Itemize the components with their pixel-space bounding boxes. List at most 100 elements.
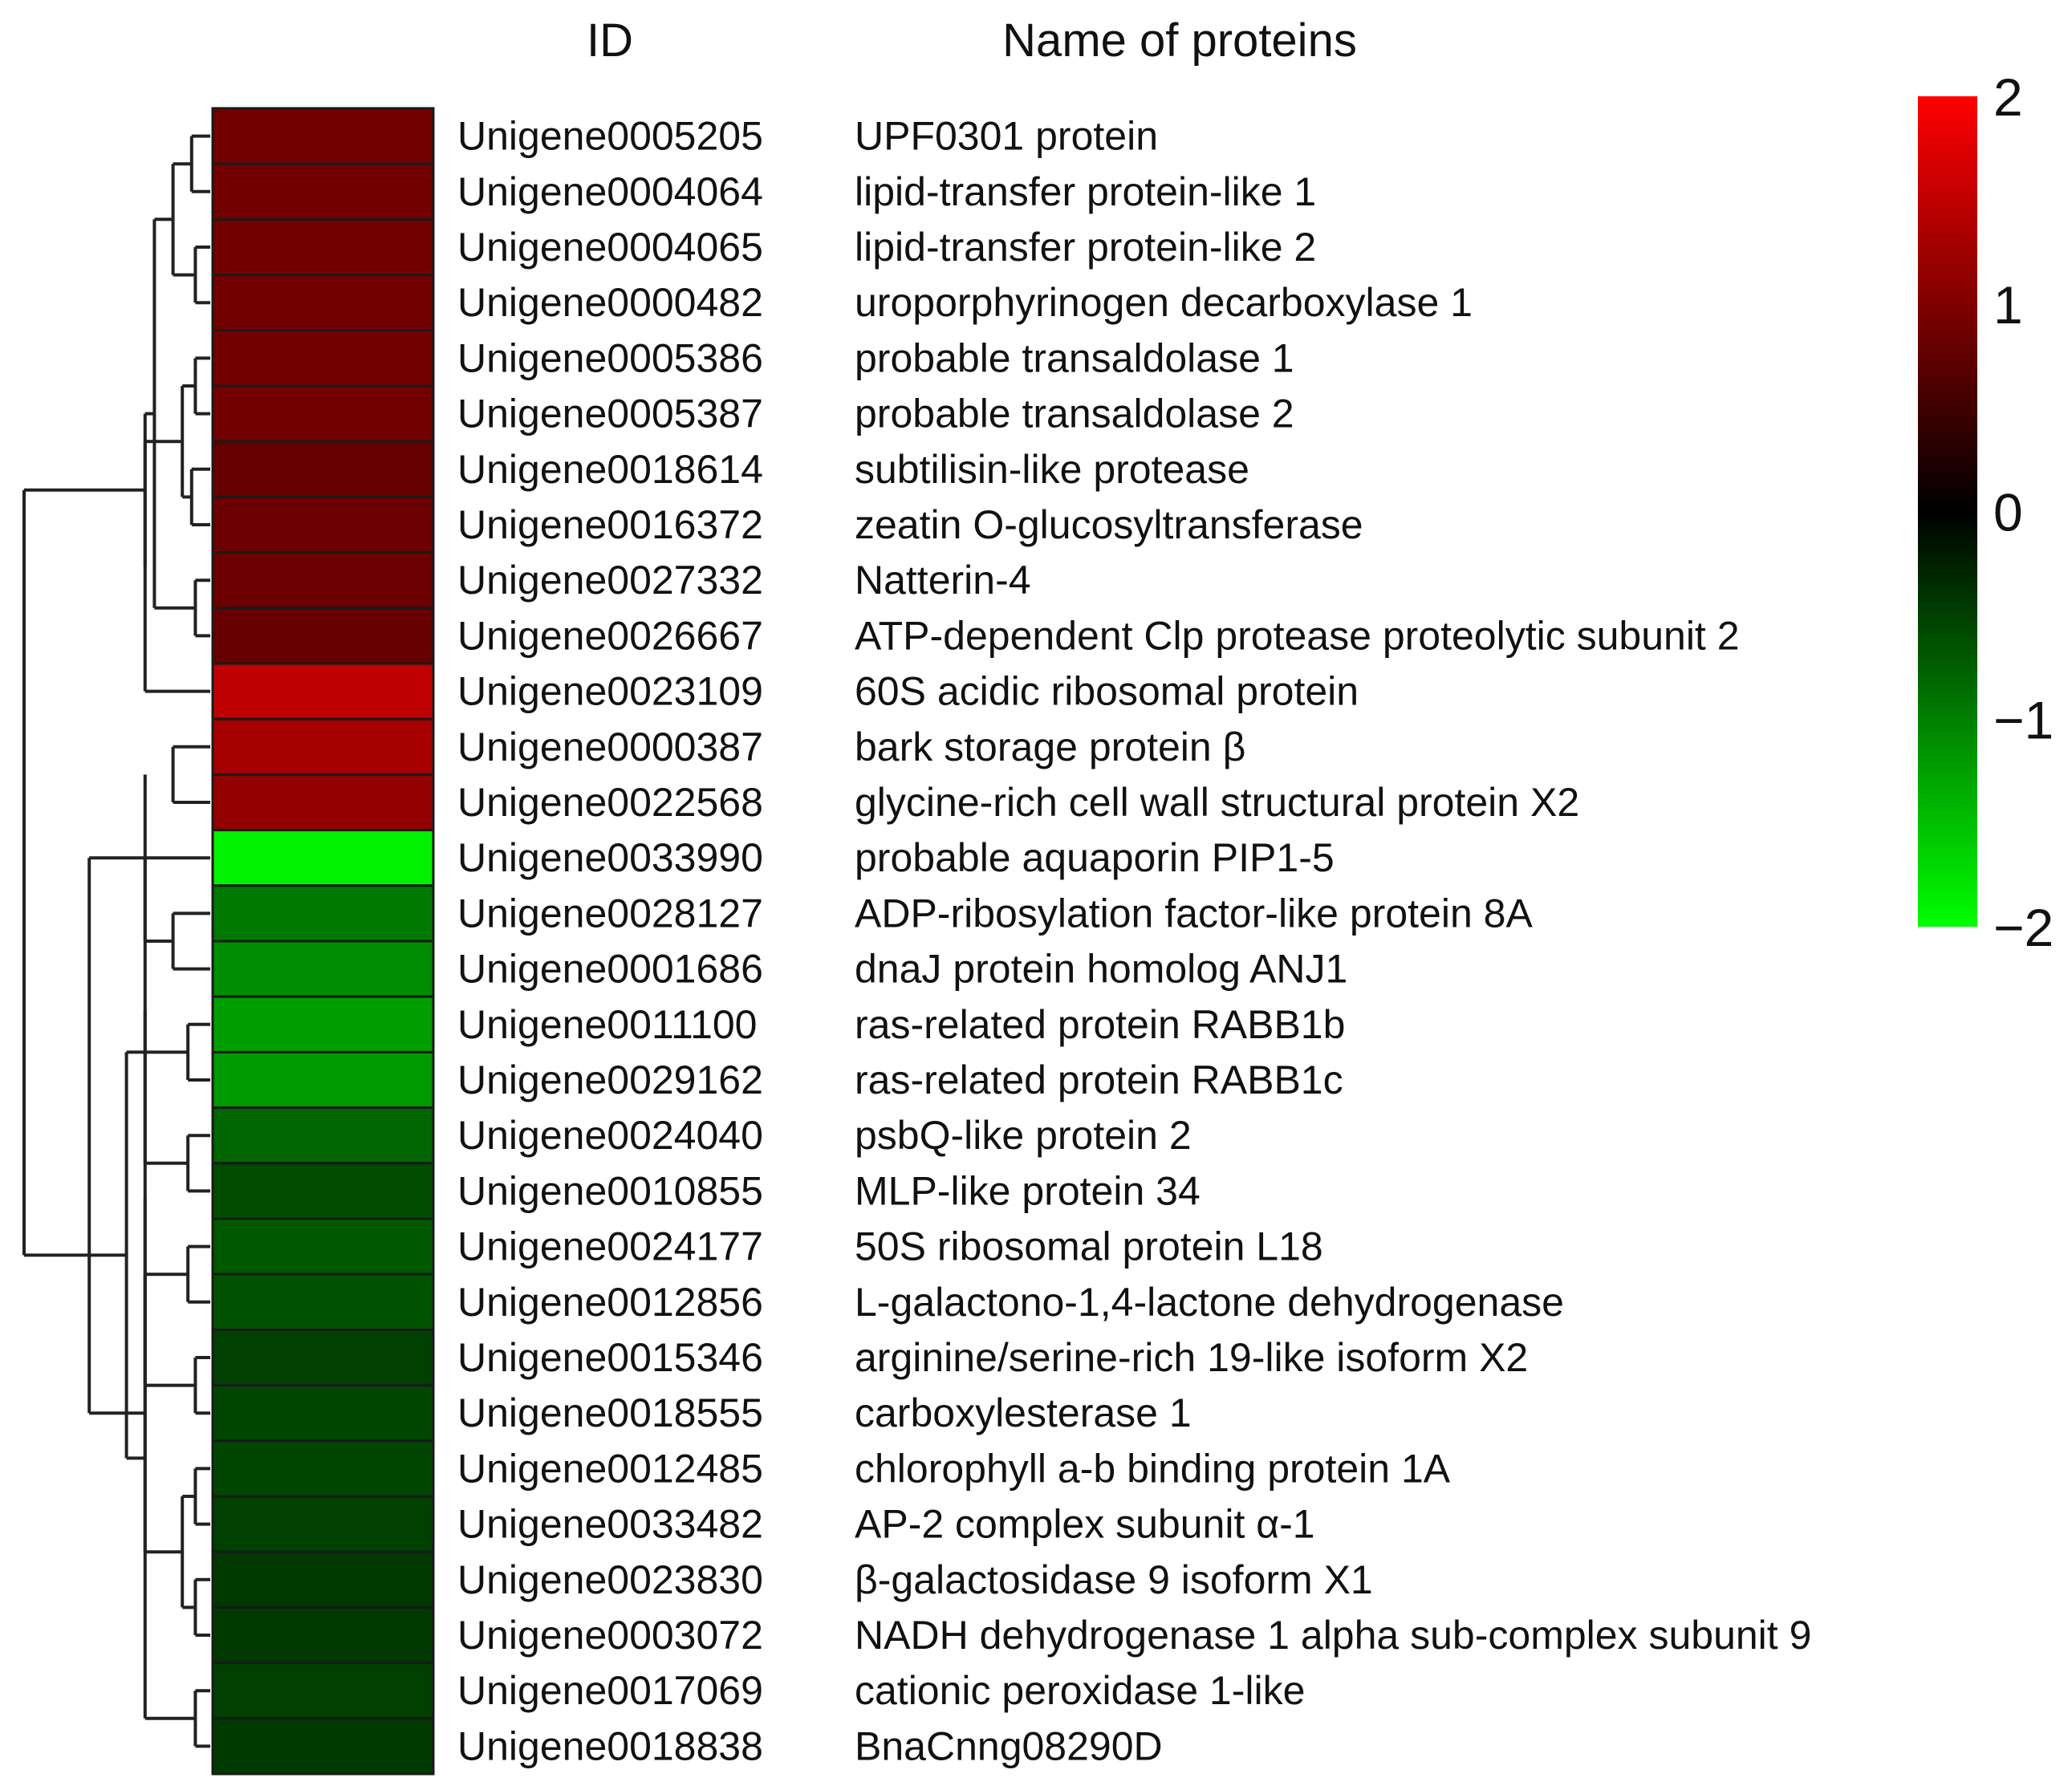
row-id-label: Unigene0033990 — [457, 835, 763, 880]
row-protein-label: ras-related protein RABB1b — [855, 1002, 1345, 1047]
heatmap-cell — [211, 1106, 435, 1165]
heatmap-cell — [211, 440, 435, 498]
heatmap-cell — [211, 1662, 435, 1720]
row-protein-label: carboxylesterase 1 — [855, 1390, 1192, 1435]
heatmap-cell — [211, 717, 435, 776]
color-scale-ticks: 2 1 0 −1 −2 — [1993, 67, 2054, 957]
row-protein-label: probable transaldolase 1 — [855, 335, 1294, 380]
heatmap-cell — [211, 495, 435, 554]
row-protein-label: probable aquaporin PIP1-5 — [855, 835, 1335, 880]
row-protein-label: 50S ribosomal protein L18 — [855, 1224, 1323, 1269]
heatmap-cell — [211, 607, 435, 665]
row-protein-label: probable transaldolase 2 — [855, 392, 1294, 436]
color-scale-tick-label: −1 — [1993, 690, 2054, 749]
row-id-label: Unigene0016372 — [457, 502, 763, 547]
heatmap-cell — [211, 1605, 435, 1665]
heatmap-cell — [211, 995, 435, 1053]
name-column-header: Name of proteins — [1002, 14, 1357, 67]
row-id-label: Unigene0022568 — [457, 780, 763, 825]
row-protein-label: 60S acidic ribosomal protein — [855, 669, 1359, 714]
row-protein-label: uroporphyrinogen decarboxylase 1 — [855, 280, 1473, 325]
row-id-label: Unigene0004065 — [457, 225, 763, 270]
row-id-label: Unigene0023109 — [457, 669, 763, 714]
row-id-label: Unigene0029162 — [457, 1057, 763, 1102]
heatmap-cell — [211, 384, 435, 443]
row-id-label: Unigene0005386 — [457, 335, 763, 380]
row-protein-label: ras-related protein RABB1c — [855, 1057, 1343, 1102]
row-id-label: Unigene0012485 — [457, 1446, 763, 1491]
row-id-label: Unigene0033482 — [457, 1502, 763, 1547]
row-protein-label: lipid-transfer protein-like 1 — [855, 169, 1316, 214]
color-scale-tick-label: −2 — [1993, 898, 2054, 957]
dendrogram — [22, 134, 210, 1748]
heatmap-cell — [211, 662, 435, 720]
heatmap-cell — [211, 1217, 435, 1276]
row-protein-label: AP-2 complex subunit α-1 — [855, 1502, 1315, 1547]
row-protein-label: UPF0301 protein — [855, 114, 1158, 159]
id-column-header: ID — [587, 14, 633, 67]
heatmap-cell — [211, 551, 435, 610]
heatmap-cell — [211, 829, 435, 887]
heatmap-cell — [211, 329, 435, 388]
heatmap-cell — [211, 107, 435, 165]
row-id-label: Unigene0001686 — [457, 947, 763, 992]
row-id-label: Unigene0000387 — [457, 725, 763, 769]
heatmap-cell — [211, 1717, 435, 1776]
row-id-label: Unigene0012856 — [457, 1280, 763, 1325]
row-id-label: Unigene0005387 — [457, 392, 763, 436]
row-id-label: Unigene0026667 — [457, 613, 763, 658]
heatmap-cell — [211, 162, 435, 221]
row-id-label: Unigene0005205 — [457, 114, 763, 159]
heatmap-cell — [211, 1384, 435, 1443]
row-id-label: Unigene0011100 — [457, 1002, 758, 1047]
heatmap-cell — [211, 1439, 435, 1498]
heatmap-cell — [211, 217, 435, 277]
row-protein-label: ADP-ribosylation factor-like protein 8A — [855, 891, 1533, 936]
row-protein-label: β-galactosidase 9 isoform X1 — [855, 1557, 1373, 1602]
row-id-label: Unigene0018614 — [457, 447, 763, 492]
row-id-label: Unigene0024040 — [457, 1113, 763, 1158]
row-id-label: Unigene0004064 — [457, 169, 763, 214]
row-id-label: Unigene0015346 — [457, 1335, 763, 1380]
row-protein-label: bark storage protein β — [855, 725, 1245, 769]
color-scale-bar — [1918, 96, 1977, 927]
row-protein-label: NADH dehydrogenase 1 alpha sub-complex s… — [855, 1613, 1811, 1658]
heatmap-cell — [211, 1328, 435, 1387]
heatmap-cell — [211, 773, 435, 832]
row-protein-label: cationic peroxidase 1-like — [855, 1668, 1305, 1713]
row-protein-label: chlorophyll a-b binding protein 1A — [855, 1446, 1451, 1491]
row-protein-label: lipid-transfer protein-like 2 — [855, 225, 1316, 270]
heatmap-cell — [211, 274, 435, 332]
heatmap-cell — [211, 1550, 435, 1609]
row-protein-label: L-galactono-1,4-lactone dehydrogenase — [855, 1280, 1564, 1325]
heatmap-cells — [211, 107, 435, 1776]
row-protein-label: arginine/serine-rich 19-like isoform X2 — [855, 1335, 1528, 1380]
row-labels: Unigene0005205 UPF0301 protein Unigene0004… — [457, 114, 1811, 1769]
row-id-label: Unigene0010855 — [457, 1168, 763, 1213]
row-id-label: Unigene0018555 — [457, 1390, 763, 1435]
row-protein-label: MLP-like protein 34 — [855, 1168, 1201, 1213]
color-scale-tick-label: 0 — [1993, 483, 2023, 542]
row-protein-label: ATP-dependent Clp protease proteolytic s… — [855, 613, 1740, 658]
row-id-label: Unigene0000482 — [457, 280, 763, 325]
row-id-label: Unigene0027332 — [457, 558, 763, 603]
row-id-label: Unigene0017069 — [457, 1668, 763, 1713]
heatmap-cell — [211, 940, 435, 998]
row-id-label: Unigene0024177 — [457, 1224, 763, 1269]
row-protein-label: BnaCnng08290D — [855, 1723, 1163, 1768]
row-protein-label: subtilisin-like protease — [855, 447, 1249, 492]
heatmap-cell — [211, 1162, 435, 1220]
heatmap-cell — [211, 884, 435, 943]
heatmap-cell — [211, 1050, 435, 1110]
color-scale-tick-label: 2 — [1993, 67, 2023, 127]
row-id-label: Unigene0023830 — [457, 1557, 763, 1602]
row-id-label: Unigene0018838 — [457, 1723, 763, 1768]
heatmap-cell — [211, 1495, 435, 1553]
row-protein-label: psbQ-like protein 2 — [855, 1113, 1192, 1158]
color-scale-tick-label: 1 — [1993, 275, 2023, 335]
row-id-label: Unigene0028127 — [457, 891, 763, 936]
row-id-label: Unigene0003072 — [457, 1613, 763, 1658]
row-protein-label: Natterin-4 — [855, 558, 1031, 603]
row-protein-label: dnaJ protein homolog ANJ1 — [855, 947, 1347, 992]
